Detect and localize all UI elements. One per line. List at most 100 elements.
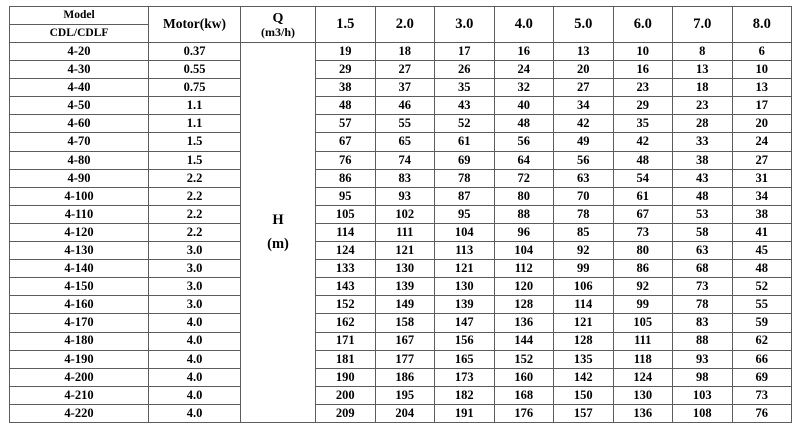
cell-head-value: 106 — [553, 277, 614, 297]
cell-head-value: 88 — [672, 331, 733, 351]
cell-head-value: 104 — [493, 241, 554, 261]
cell-model: 4-90 — [9, 168, 149, 188]
cell-head-value: 58 — [672, 222, 733, 243]
cell-head-value: 124 — [315, 241, 376, 261]
cell-head-value: 186 — [374, 367, 435, 387]
cell-motor-kw: 4.0 — [148, 331, 241, 351]
cell-head-value: 139 — [374, 277, 435, 297]
cell-head-value: 24 — [493, 60, 554, 80]
cell-motor-kw: 4.0 — [148, 367, 241, 387]
cell-head-value: 49 — [553, 132, 614, 152]
head-axis-label: H (m) — [240, 42, 316, 423]
cell-head-value: 87 — [434, 186, 495, 206]
table-row: 4-160 3.0 152 149 139 128 114 99 78 55 — [9, 295, 792, 315]
cell-head-value: 200 — [315, 385, 376, 405]
cell-head-value: 135 — [553, 349, 614, 369]
cell-head-value: 120 — [493, 277, 554, 297]
cell-head-value: 16 — [612, 60, 673, 80]
cell-head-value: 63 — [553, 168, 614, 188]
cell-head-value: 136 — [493, 313, 554, 333]
cell-head-value: 35 — [612, 114, 673, 134]
cell-head-value: 150 — [553, 385, 614, 405]
cell-head-value: 73 — [731, 385, 792, 405]
cell-head-value: 13 — [731, 78, 792, 98]
cell-head-value: 76 — [315, 150, 376, 170]
cell-head-value: 70 — [553, 186, 614, 206]
header-row-primary: Model Motor(kw) Q (m3/h) 1.5 2.0 3.0 4.0… — [9, 6, 792, 43]
cell-head-value: 156 — [434, 331, 495, 351]
cell-motor-kw: 0.37 — [148, 41, 241, 62]
cell-head-value: 43 — [672, 168, 733, 188]
cell-model: 4-60 — [9, 114, 149, 134]
cell-head-value: 92 — [612, 277, 673, 297]
cell-head-value: 69 — [434, 150, 495, 170]
cell-head-value: 96 — [493, 222, 554, 243]
cell-head-value: 38 — [672, 150, 733, 170]
table-row: 4-210 4.0 200 195 182 168 150 130 103 73 — [9, 385, 792, 405]
cell-head-value: 114 — [553, 295, 614, 315]
cell-head-value: 20 — [731, 114, 792, 134]
cell-head-value: 80 — [612, 241, 673, 261]
cell-head-value: 31 — [731, 168, 792, 188]
table-row: 4-120 2.2 114 111 104 96 85 73 58 41 — [9, 222, 792, 243]
cell-head-value: 143 — [315, 277, 376, 297]
cell-head-value: 40 — [493, 96, 554, 116]
cell-head-value: 67 — [612, 204, 673, 224]
cell-head-value: 73 — [672, 277, 733, 297]
cell-model: 4-100 — [9, 186, 149, 206]
cell-head-value: 13 — [553, 41, 614, 62]
cell-motor-kw: 4.0 — [148, 313, 241, 333]
cell-head-value: 18 — [672, 78, 733, 98]
cell-head-value: 86 — [612, 259, 673, 279]
table-row: 4-60 1.1 57 55 52 48 42 35 28 20 — [9, 114, 792, 134]
head-unit: (m) — [267, 235, 289, 252]
table-row: 4-50 1.1 48 46 43 40 34 29 23 17 — [9, 96, 792, 116]
cell-head-value: 173 — [434, 367, 495, 387]
header-q-unit: (m3/h) — [261, 24, 295, 39]
cell-motor-kw: 2.2 — [148, 186, 241, 206]
table-row: 4-140 3.0 133 130 121 112 99 86 68 48 — [9, 259, 792, 279]
cell-motor-kw: 2.2 — [148, 168, 241, 188]
cell-head-value: 152 — [493, 349, 554, 369]
cell-head-value: 133 — [315, 259, 376, 279]
cell-motor-kw: 1.1 — [148, 114, 241, 134]
cell-head-value: 111 — [612, 331, 673, 351]
header-flow-5: 5.0 — [553, 6, 614, 43]
cell-head-value: 10 — [731, 60, 792, 80]
cell-head-value: 42 — [612, 132, 673, 152]
cell-head-value: 176 — [493, 403, 554, 423]
cell-head-value: 167 — [374, 331, 435, 351]
cell-head-value: 182 — [434, 385, 495, 405]
cell-motor-kw: 4.0 — [148, 403, 241, 423]
cell-head-value: 66 — [731, 349, 792, 369]
table-row: 4-30 0.55 29 27 26 24 20 16 13 10 — [9, 60, 792, 80]
cell-head-value: 72 — [493, 168, 554, 188]
cell-model: 4-210 — [9, 385, 149, 405]
table-row: 4-80 1.5 76 74 69 64 56 48 38 27 — [9, 150, 792, 170]
cell-head-value: 8 — [672, 41, 733, 62]
cell-head-value: 42 — [553, 114, 614, 134]
cell-head-value: 53 — [672, 204, 733, 224]
cell-model: 4-130 — [9, 241, 149, 261]
cell-head-value: 19 — [315, 41, 376, 62]
cell-head-value: 46 — [374, 96, 435, 116]
cell-model: 4-70 — [9, 132, 149, 152]
cell-head-value: 130 — [434, 277, 495, 297]
cell-head-value: 111 — [374, 222, 435, 243]
cell-head-value: 69 — [731, 367, 792, 387]
cell-head-value: 78 — [434, 168, 495, 188]
cell-head-value: 139 — [434, 295, 495, 315]
cell-head-value: 56 — [553, 150, 614, 170]
cell-head-value: 43 — [434, 96, 495, 116]
cell-model: 4-30 — [9, 60, 149, 80]
cell-head-value: 27 — [553, 78, 614, 98]
cell-head-value: 17 — [434, 41, 495, 62]
cell-head-value: 195 — [374, 385, 435, 405]
table-row: 4-220 4.0 209 204 191 176 157 136 108 76 — [9, 403, 792, 423]
cell-head-value: 152 — [315, 295, 376, 315]
cell-head-value: 105 — [612, 313, 673, 333]
cell-head-value: 93 — [672, 349, 733, 369]
pump-performance-table: Model Motor(kw) Q (m3/h) 1.5 2.0 3.0 4.0… — [9, 6, 792, 423]
cell-head-value: 73 — [612, 222, 673, 243]
